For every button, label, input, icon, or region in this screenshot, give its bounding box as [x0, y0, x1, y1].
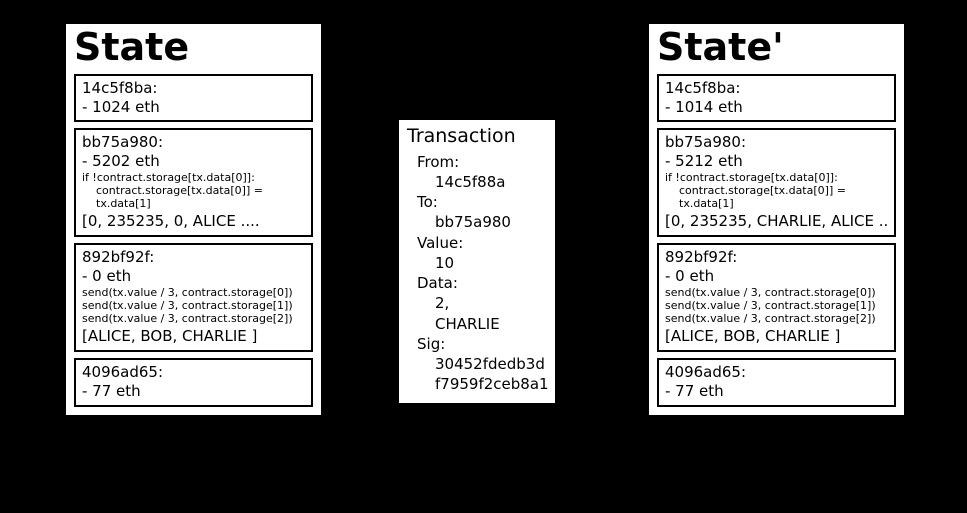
account-storage: [0, 235235, CHARLIE, ALICE ..: [665, 212, 888, 231]
account-address: 14c5f8ba:: [82, 79, 305, 98]
tx-value-value: 10: [407, 253, 547, 273]
account-code: if !contract.storage[tx.data[0]]: contra…: [665, 171, 888, 211]
state-panel-after: State' 14c5f8ba: - 1014 eth bb75a980: - …: [649, 24, 904, 415]
account-balance: - 0 eth: [82, 267, 305, 286]
account-storage: [ALICE, BOB, CHARLIE ]: [665, 327, 888, 346]
account-box: 4096ad65: - 77 eth: [657, 358, 896, 407]
state-title: State: [74, 28, 315, 68]
tx-to-value: bb75a980: [407, 212, 547, 232]
code-line: contract.storage[tx.data[0]] = tx.data[1…: [82, 184, 305, 210]
account-box: 4096ad65: - 77 eth: [74, 358, 313, 407]
account-address: bb75a980:: [665, 133, 888, 152]
account-code: send(tx.value / 3, contract.storage[0]) …: [82, 286, 305, 326]
tx-value-label: Value:: [407, 233, 547, 253]
code-line: send(tx.value / 3, contract.storage[1]): [82, 299, 305, 312]
account-code: if !contract.storage[tx.data[0]]: contra…: [82, 171, 305, 211]
account-address: bb75a980:: [82, 133, 305, 152]
tx-to-label: To:: [407, 192, 547, 212]
account-box: 892bf92f: - 0 eth send(tx.value / 3, con…: [74, 243, 313, 352]
code-line: send(tx.value / 3, contract.storage[0]): [665, 286, 888, 299]
code-line: if !contract.storage[tx.data[0]]:: [82, 171, 255, 184]
account-storage: [0, 235235, 0, ALICE ....: [82, 212, 305, 231]
code-line: send(tx.value / 3, contract.storage[2]): [82, 312, 305, 325]
account-box: 14c5f8ba: - 1024 eth: [74, 74, 313, 123]
code-line: send(tx.value / 3, contract.storage[2]): [665, 312, 888, 325]
tx-data-value: 2,: [407, 293, 547, 313]
account-box: 14c5f8ba: - 1014 eth: [657, 74, 896, 123]
account-address: 14c5f8ba:: [665, 79, 888, 98]
account-address: 892bf92f:: [82, 248, 305, 267]
account-address: 4096ad65:: [82, 363, 305, 382]
account-box: 892bf92f: - 0 eth send(tx.value / 3, con…: [657, 243, 896, 352]
account-address: 4096ad65:: [665, 363, 888, 382]
tx-data-value: CHARLIE: [407, 314, 547, 334]
tx-sig-value: 30452fdedb3d: [407, 354, 547, 374]
account-box: bb75a980: - 5212 eth if !contract.storag…: [657, 128, 896, 237]
account-balance: - 77 eth: [82, 382, 305, 401]
account-balance: - 0 eth: [665, 267, 888, 286]
transaction-title: Transaction: [407, 124, 547, 150]
account-balance: - 1014 eth: [665, 98, 888, 117]
account-address: 892bf92f:: [665, 248, 888, 267]
state-panel-before: State 14c5f8ba: - 1024 eth bb75a980: - 5…: [66, 24, 321, 415]
account-balance: - 5202 eth: [82, 152, 305, 171]
state-title: State': [657, 28, 898, 68]
tx-from-label: From:: [407, 152, 547, 172]
code-line: send(tx.value / 3, contract.storage[1]): [665, 299, 888, 312]
account-code: send(tx.value / 3, contract.storage[0]) …: [665, 286, 888, 326]
account-balance: - 5212 eth: [665, 152, 888, 171]
account-storage: [ALICE, BOB, CHARLIE ]: [82, 327, 305, 346]
tx-sig-value: f7959f2ceb8a1: [407, 374, 547, 394]
transaction-box: Transaction From: 14c5f88a To: bb75a980 …: [397, 118, 557, 405]
account-balance: - 77 eth: [665, 382, 888, 401]
account-box: bb75a980: - 5202 eth if !contract.storag…: [74, 128, 313, 237]
code-line: send(tx.value / 3, contract.storage[0]): [82, 286, 305, 299]
code-line: contract.storage[tx.data[0]] = tx.data[1…: [665, 184, 888, 210]
tx-data-label: Data:: [407, 273, 547, 293]
code-line: if !contract.storage[tx.data[0]]:: [665, 171, 838, 184]
tx-sig-label: Sig:: [407, 334, 547, 354]
tx-from-value: 14c5f88a: [407, 172, 547, 192]
account-balance: - 1024 eth: [82, 98, 305, 117]
